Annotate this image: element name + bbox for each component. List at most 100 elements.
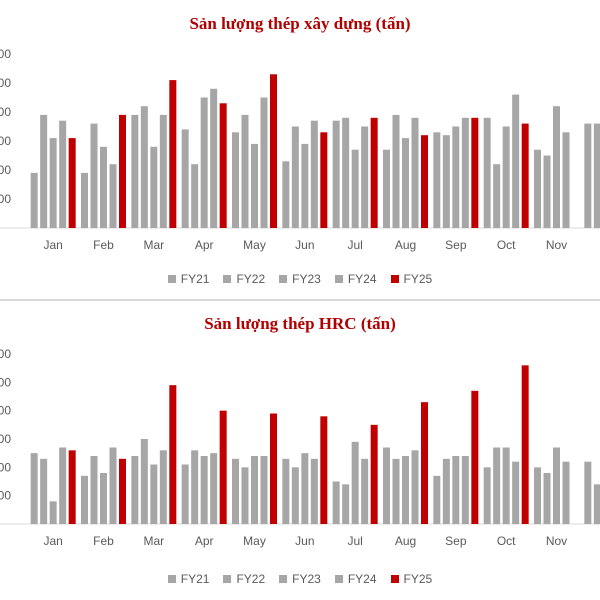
- bar-fy25-feb: [119, 114, 126, 228]
- x-tick-label: Mar: [143, 534, 164, 548]
- bar-fy21-aug: [383, 149, 390, 228]
- bar-fy24-mar: [159, 450, 167, 524]
- legend-swatch: [279, 575, 288, 583]
- bar-fy22-mar: [140, 439, 148, 524]
- y-tick-label: 00: [0, 105, 11, 119]
- bar-fy23-sep: [452, 456, 460, 524]
- legend-label: FY21: [180, 272, 210, 286]
- bar-fy22-jun: [291, 126, 299, 228]
- bar-fy22-oct: [493, 447, 501, 524]
- legend-label: FY22: [236, 572, 266, 586]
- bar-fy24-jul: [361, 458, 369, 524]
- bar-fy22-dec: [593, 484, 600, 524]
- bar-fy22-mar: [140, 106, 148, 228]
- bar-fy25-aug: [421, 135, 428, 228]
- x-tick-label: Aug: [395, 238, 416, 252]
- bar-fy22-oct: [493, 164, 501, 228]
- y-tick-label: 00: [0, 76, 11, 90]
- bar-fy25-may: [270, 413, 277, 524]
- y-tick-label: 00: [0, 47, 11, 61]
- bar-fy21-may: [232, 458, 239, 524]
- bar-fy23-aug: [402, 456, 409, 524]
- bar-fy23-nov: [553, 447, 560, 524]
- bar-fy25-jul: [370, 424, 378, 524]
- legend-label: FY23: [292, 572, 321, 586]
- hrc-steel-plot: 00 00 00 00 00 00 Jan Feb Mar Apr May Jun Jul Aug Sep O…: [0, 347, 600, 548]
- bar-fy21-feb: [81, 172, 88, 228]
- legend-label: FY24: [347, 272, 377, 286]
- x-tick-label: Sep: [445, 534, 467, 548]
- bar-fy21-jan: [30, 172, 38, 228]
- legend-label: FY25: [403, 272, 433, 286]
- bar-fy21-oct: [483, 467, 491, 524]
- bar-fy21-jun: [282, 161, 290, 228]
- bar-fy25-apr: [219, 103, 227, 228]
- legend-item-fy21: FY21: [167, 572, 209, 586]
- bar-fy24-apr: [210, 88, 218, 228]
- x-tick-label: Nov: [546, 238, 567, 252]
- bar-fy22-sep: [442, 458, 450, 524]
- bar-fy23-oct: [502, 447, 510, 524]
- bar-fy23-jan: [49, 501, 57, 524]
- bar-fy25-feb: [119, 458, 126, 524]
- bar-fy25-aug: [421, 402, 428, 524]
- bar-fy25-oct: [521, 365, 529, 524]
- x-tick-label: Jan: [43, 238, 62, 252]
- legend-item-fy23: FY23: [279, 572, 321, 586]
- legend-item-fy24: FY24: [334, 272, 377, 286]
- bar-fy22-dec: [593, 123, 600, 228]
- bar-fy21-jul: [332, 481, 340, 524]
- bar-fy21-sep: [433, 475, 441, 524]
- bar-fy25-mar: [169, 385, 177, 524]
- bar-fy23-jun: [301, 143, 309, 228]
- bar-fy24-apr: [210, 453, 218, 524]
- bar-fy22-aug: [392, 458, 400, 524]
- construction-steel-chart: Sản lượng thép xây dựng (tấn) 00 00 00 00 00…: [0, 0, 600, 296]
- bar-fy21-apr: [181, 464, 189, 524]
- legend-swatch: [279, 275, 288, 283]
- bar-fy23-mar: [150, 464, 158, 524]
- bar-fy23-jan: [49, 138, 57, 228]
- bar-fy22-jun: [291, 467, 299, 524]
- y-tick-label: 00: [0, 134, 11, 148]
- bar-fy22-jul: [342, 117, 350, 228]
- legend-swatch: [223, 275, 232, 283]
- bar-fy24-sep: [461, 456, 469, 524]
- x-tick-label: Jul: [347, 238, 362, 252]
- bar-fy25-jan: [68, 138, 76, 228]
- x-tick-label: Jun: [295, 238, 314, 252]
- bar-fy24-sep: [461, 117, 469, 228]
- y-tick-label: 00: [0, 347, 11, 361]
- bar-fy22-sep: [442, 135, 450, 228]
- bar-fy22-aug: [392, 114, 400, 228]
- bar-fy23-oct: [502, 126, 510, 228]
- bar-fy24-nov: [562, 132, 570, 228]
- bar-fy23-sep: [452, 126, 460, 228]
- x-tick-label: Mar: [143, 238, 164, 252]
- bar-fy21-nov: [534, 149, 541, 228]
- x-tick-label: Apr: [195, 534, 214, 548]
- bar-fy22-apr: [191, 450, 199, 524]
- legend-swatch: [167, 275, 176, 283]
- y-tick-label: 00: [0, 460, 11, 474]
- bar-fy21-dec: [584, 461, 592, 524]
- bar-fy23-nov: [553, 106, 560, 228]
- bar-fy25-oct: [521, 123, 529, 228]
- bar-fy21-mar: [131, 114, 139, 228]
- legend-swatch: [334, 275, 343, 283]
- bar-fy21-apr: [181, 129, 189, 228]
- bar-fy21-dec: [584, 123, 592, 228]
- y-tick-label: 00: [0, 489, 11, 503]
- x-tick-label: Feb: [93, 534, 114, 548]
- x-tick-label: Nov: [546, 534, 567, 548]
- x-tick-label: Apr: [195, 238, 214, 252]
- x-tick-label: Jul: [347, 534, 362, 548]
- bar-fy23-feb: [100, 473, 107, 524]
- bar-fy25-jul: [370, 117, 378, 228]
- bar-fy23-jul: [351, 441, 359, 524]
- bar-fy25-jan: [68, 450, 76, 524]
- bar-fy22-jul: [342, 484, 350, 524]
- bar-fy22-feb: [90, 456, 98, 524]
- bar-fy25-sep: [471, 117, 479, 228]
- bar-fy21-jan: [30, 453, 38, 524]
